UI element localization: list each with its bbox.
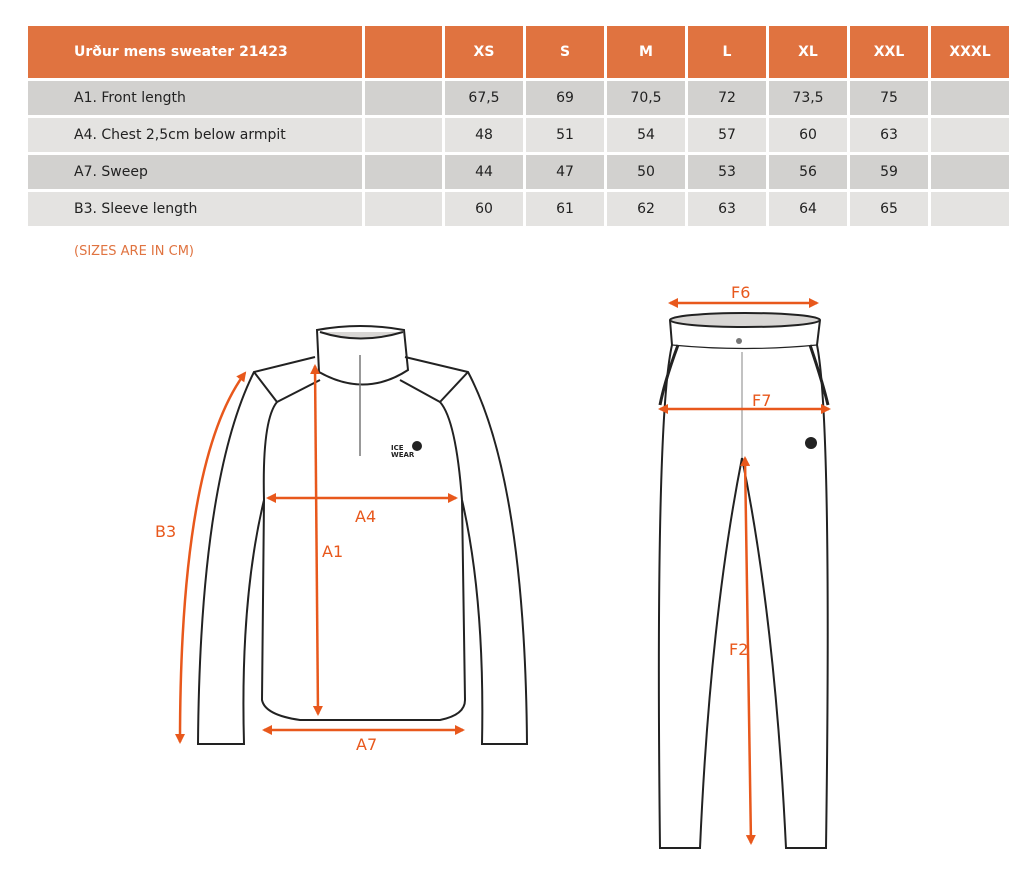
a7-label: A7 bbox=[356, 735, 377, 754]
sweater-arrows bbox=[175, 364, 465, 744]
svg-text:ICE: ICE bbox=[391, 444, 404, 452]
blank-cell bbox=[365, 155, 442, 189]
pants-drawing bbox=[657, 312, 830, 849]
a1-label: A1 bbox=[322, 542, 343, 561]
f2-label: F2 bbox=[729, 640, 748, 659]
ice-wear-logo: ICE WEAR bbox=[391, 441, 422, 459]
size-header: XXXL bbox=[931, 26, 1009, 78]
row-label: B3. Sleeve length bbox=[28, 192, 362, 226]
cell: 63 bbox=[688, 192, 766, 226]
cell: 64 bbox=[769, 192, 847, 226]
size-header: XL bbox=[769, 26, 847, 78]
cell: 67,5 bbox=[445, 81, 523, 115]
cell: 70,5 bbox=[607, 81, 685, 115]
cell: 47 bbox=[526, 155, 604, 189]
cell: 65 bbox=[850, 192, 928, 226]
cell: 72 bbox=[688, 81, 766, 115]
cell bbox=[931, 81, 1009, 115]
cell: 69 bbox=[526, 81, 604, 115]
cell bbox=[931, 155, 1009, 189]
size-header: XS bbox=[445, 26, 523, 78]
cell: 73,5 bbox=[769, 81, 847, 115]
cell: 51 bbox=[526, 118, 604, 152]
size-header: L bbox=[688, 26, 766, 78]
f6-label: F6 bbox=[731, 283, 750, 302]
cell: 56 bbox=[769, 155, 847, 189]
cell: 63 bbox=[850, 118, 928, 152]
cell: 60 bbox=[769, 118, 847, 152]
cell bbox=[931, 192, 1009, 226]
f7-label: F7 bbox=[752, 391, 771, 410]
size-header: M bbox=[607, 26, 685, 78]
blank-cell bbox=[365, 81, 442, 115]
a1-arrow bbox=[310, 364, 323, 716]
cell: 44 bbox=[445, 155, 523, 189]
units-note: (SIZES ARE IN CM) bbox=[74, 244, 194, 259]
cell: 62 bbox=[607, 192, 685, 226]
row-label: A7. Sweep bbox=[28, 155, 362, 189]
cell: 57 bbox=[688, 118, 766, 152]
table-row: A1. Front length 67,5 69 70,5 72 73,5 75 bbox=[28, 81, 1009, 115]
pants-arrows bbox=[658, 298, 831, 845]
snowflake-icon bbox=[805, 437, 817, 449]
cell: 75 bbox=[850, 81, 928, 115]
blank-cell bbox=[365, 118, 442, 152]
b3-arrow bbox=[175, 371, 247, 744]
header-row: Urður mens sweater 21423 XS S M L XL XXL… bbox=[28, 26, 1009, 78]
f2-arrow bbox=[740, 456, 756, 845]
cell: 50 bbox=[607, 155, 685, 189]
blank-cell bbox=[365, 192, 442, 226]
cell: 53 bbox=[688, 155, 766, 189]
a4-label: A4 bbox=[355, 507, 376, 526]
table-row: A7. Sweep 44 47 50 53 56 59 bbox=[28, 155, 1009, 189]
cell bbox=[931, 118, 1009, 152]
size-header: S bbox=[526, 26, 604, 78]
cell: 59 bbox=[850, 155, 928, 189]
row-label: A1. Front length bbox=[28, 81, 362, 115]
b3-label: B3 bbox=[155, 522, 176, 541]
cell: 61 bbox=[526, 192, 604, 226]
sweater-drawing bbox=[196, 325, 529, 745]
size-chart-table: Urður mens sweater 21423 XS S M L XL XXL… bbox=[25, 23, 1012, 229]
cell: 60 bbox=[445, 192, 523, 226]
row-label: A4. Chest 2,5cm below armpit bbox=[28, 118, 362, 152]
table-row: A4. Chest 2,5cm below armpit 48 51 54 57 60 6… bbox=[28, 118, 1009, 152]
header-blank bbox=[365, 26, 442, 78]
cell: 48 bbox=[445, 118, 523, 152]
svg-text:WEAR: WEAR bbox=[391, 451, 415, 459]
table-row: B3. Sleeve length 60 61 62 63 64 65 bbox=[28, 192, 1009, 226]
product-title: Urður mens sweater 21423 bbox=[28, 26, 362, 78]
cell: 54 bbox=[607, 118, 685, 152]
size-header: XXL bbox=[850, 26, 928, 78]
